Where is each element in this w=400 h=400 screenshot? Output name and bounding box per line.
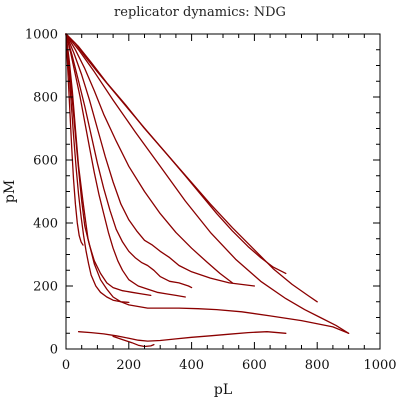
trajectory-line-10: [65, 33, 130, 304]
x-tick-label: 800: [305, 358, 330, 373]
trajectory-line-4: [65, 33, 234, 284]
x-tick-label: 400: [179, 358, 204, 373]
trajectory-line-2: [65, 33, 318, 303]
x-tick-label: 600: [242, 358, 267, 373]
trajectory-line-6: [65, 33, 193, 289]
trajectory-line-5: [65, 33, 256, 287]
trajectory-line-7: [65, 33, 186, 298]
trajectory-line-1: [65, 33, 287, 275]
plot-frame: [65, 33, 381, 350]
x-axis-label: pL: [214, 382, 232, 398]
trajectory-line-11: [65, 33, 84, 246]
y-axis-label: pM: [2, 180, 18, 203]
trajectory-line-3: [65, 33, 350, 334]
chart-title: replicator dynamics: NDG: [114, 5, 286, 20]
y-tick-label: 1000: [25, 28, 58, 43]
y-tick-label: 0: [50, 343, 58, 358]
trajectory-line-13: [112, 335, 155, 348]
trajectory-line-12: [77, 331, 287, 342]
y-tick-label: 800: [33, 91, 58, 106]
ticks-layer: 0 200 400 600 800 1000 0 200 400 600 800 1000: [25, 28, 397, 374]
y-tick-label: 400: [33, 217, 58, 232]
trajectory-line-8: [65, 33, 350, 334]
y-tick-label: 600: [33, 154, 58, 169]
trajectory-line-9: [65, 33, 152, 297]
x-tick-label: 200: [116, 358, 141, 373]
series-layer: [65, 33, 350, 348]
y-tick-label: 200: [33, 280, 58, 295]
x-tick-label: 1000: [363, 358, 396, 373]
x-tick-label: 0: [62, 358, 70, 373]
